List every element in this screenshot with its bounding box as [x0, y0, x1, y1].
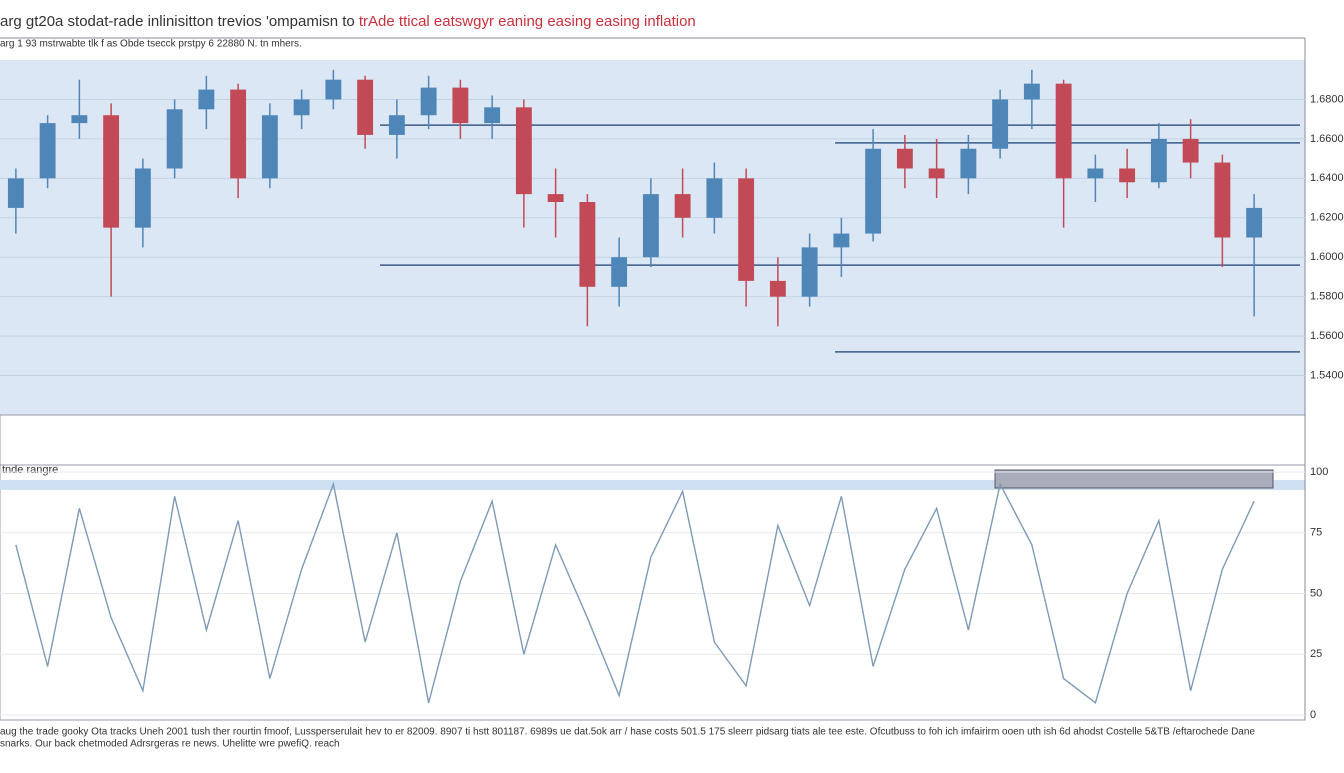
candle-body	[865, 148, 882, 234]
candle-body	[420, 87, 437, 116]
candle-body	[992, 99, 1009, 149]
candle-body	[769, 280, 786, 297]
candle-body	[642, 194, 659, 258]
candle-body	[388, 115, 405, 135]
candle-body	[325, 79, 342, 100]
y-tick-label: 1.5800	[1310, 291, 1344, 303]
candle-body	[928, 168, 945, 179]
candle-body	[7, 178, 24, 208]
y-tick-label: 75	[1310, 527, 1322, 539]
range-box	[994, 469, 1274, 489]
footer-text: aug the trade gooky Ota tracks Uneh 2001…	[0, 727, 1255, 738]
y-tick-label: 1.6600	[1310, 133, 1344, 145]
candle-body	[357, 79, 374, 135]
y-tick-label: 25	[1310, 648, 1322, 660]
candle-body	[1119, 168, 1136, 183]
range-band	[0, 480, 1305, 490]
candle-body	[738, 178, 755, 281]
candle-body	[674, 194, 691, 218]
footer-text: snarks. Our back chetmoded Adrsrgeras re…	[0, 739, 340, 750]
y-tick-label: 1.6800	[1310, 93, 1344, 105]
candle-body	[230, 89, 247, 179]
candle-body	[1087, 168, 1104, 179]
candle-body	[103, 115, 120, 228]
candle-body	[896, 148, 913, 169]
candle-body	[198, 89, 215, 110]
candle-body	[611, 257, 628, 287]
candle-body	[579, 202, 596, 287]
panel-label: tnde rangre	[2, 464, 58, 476]
candle-body	[293, 99, 310, 116]
candle-body	[452, 87, 469, 124]
candle-body	[1150, 138, 1167, 183]
y-tick-label: 1.6200	[1310, 212, 1344, 224]
candle-body	[706, 178, 723, 218]
chart-title: arg gt20a stodat-rade inlinisitton trevi…	[0, 13, 696, 30]
candle-body	[71, 115, 88, 124]
candle-body	[1055, 83, 1072, 179]
candle-body	[1023, 83, 1040, 100]
candle-body	[833, 233, 850, 248]
y-tick-label: 1.6000	[1310, 251, 1344, 263]
candle-body	[484, 107, 501, 124]
y-tick-label: 1.6400	[1310, 172, 1344, 184]
candle-body	[166, 109, 183, 169]
candle-body	[801, 247, 818, 297]
candle-body	[1182, 138, 1199, 163]
candle-body	[960, 148, 977, 179]
y-tick-label: 1.5400	[1310, 369, 1344, 381]
indicator-panel	[0, 414, 1306, 466]
candle-body	[1246, 207, 1263, 238]
y-tick-label: 50	[1310, 587, 1322, 599]
candle-body	[261, 115, 278, 179]
candle-body	[1214, 162, 1231, 238]
candle-body	[547, 194, 564, 202]
candle-body	[39, 123, 56, 179]
y-tick-label: 0	[1310, 709, 1316, 721]
chart-subtitle: arg 1 93 mstrwabte tlk f as Obde tsecck …	[0, 39, 302, 50]
candle-body	[515, 107, 532, 195]
y-tick-label: 100	[1310, 466, 1328, 478]
candle-body	[134, 168, 151, 228]
oscillator-line	[15, 481, 1255, 705]
y-tick-label: 1.5600	[1310, 330, 1344, 342]
oscillator-panel	[0, 464, 1306, 721]
